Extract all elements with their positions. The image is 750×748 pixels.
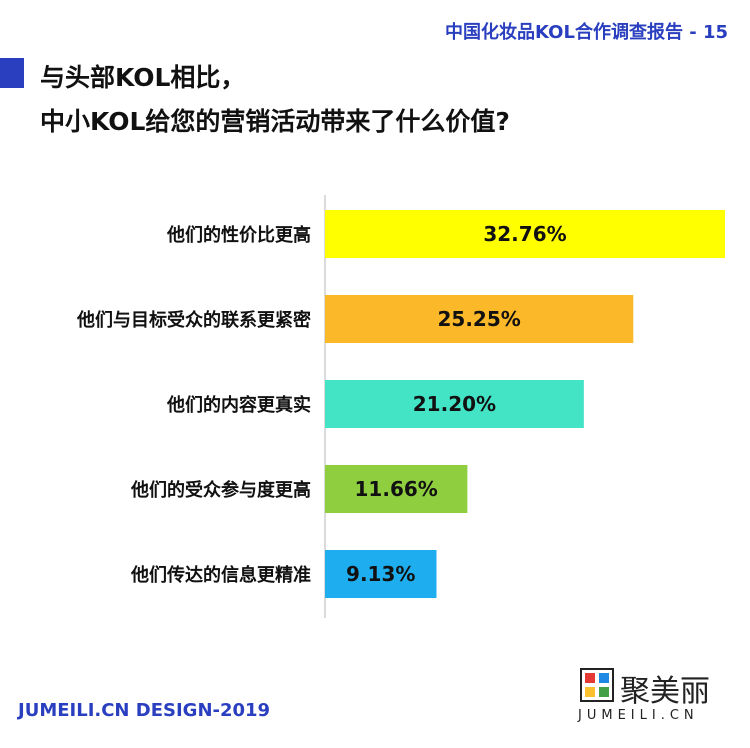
chart-title: 与头部KOL相比， 中小KOL给您的营销活动带来了什么价值?: [40, 56, 510, 144]
category-label-3: 他们的内容更真实: [166, 394, 311, 416]
footer-credit: JUMEILI.CN DESIGN-2019: [18, 700, 271, 721]
bar-2: [325, 295, 634, 343]
value-label-2: 25.25%: [437, 307, 520, 331]
category-label-5: 他们传达的信息更精准: [130, 564, 311, 586]
category-label-4: 他们的受众参与度更高: [130, 479, 311, 501]
bar-3: [325, 380, 584, 428]
brand-domain: JUMEILI.CN: [578, 708, 699, 723]
category-label-1: 他们的性价比更高: [166, 224, 311, 246]
category-label-2: 他们与目标受众的联系更紧密: [76, 309, 311, 331]
chart-title-line-2: 中小KOL给您的营销活动带来了什么价值?: [40, 107, 510, 136]
bar-1: [325, 210, 725, 258]
value-label-4: 11.66%: [355, 477, 438, 501]
value-label-1: 32.76%: [483, 222, 566, 246]
bar-5: [325, 550, 437, 598]
brand-logo: 聚美丽 JUMEILI.CN: [570, 664, 730, 734]
value-label-3: 21.20%: [413, 392, 496, 416]
value-label-5: 9.13%: [346, 562, 415, 586]
brand-name: 聚美丽: [620, 674, 710, 709]
brand-mark-icon: [580, 668, 614, 702]
report-header: 中国化妆品KOL合作调查报告 - 15: [445, 22, 728, 43]
bar-4: [325, 465, 468, 513]
title-accent-bar: [0, 58, 24, 88]
chart-title-line-1: 与头部KOL相比，: [40, 63, 246, 92]
